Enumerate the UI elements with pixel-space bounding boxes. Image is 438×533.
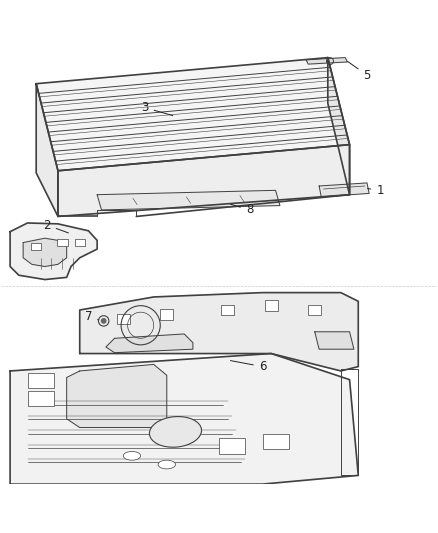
Bar (308, 305, 321, 315)
Bar (219, 439, 245, 454)
Polygon shape (97, 190, 280, 210)
Text: 8: 8 (230, 204, 253, 216)
Polygon shape (106, 334, 193, 353)
Bar (117, 313, 130, 324)
Text: 1: 1 (367, 184, 384, 197)
Text: 2: 2 (43, 219, 68, 233)
Polygon shape (80, 293, 358, 371)
Text: 3: 3 (141, 101, 173, 116)
Bar (221, 305, 234, 315)
Bar (265, 301, 278, 311)
Polygon shape (319, 183, 369, 197)
Text: 5: 5 (347, 61, 371, 82)
Polygon shape (315, 332, 354, 349)
Ellipse shape (149, 417, 201, 447)
Text: 6: 6 (230, 360, 266, 373)
Polygon shape (67, 365, 167, 427)
Polygon shape (23, 238, 67, 266)
Ellipse shape (123, 451, 141, 460)
Bar (28, 373, 53, 389)
Circle shape (102, 319, 106, 323)
Bar (160, 309, 173, 320)
Polygon shape (58, 144, 350, 216)
Bar (31, 244, 42, 251)
Bar (57, 239, 67, 246)
Bar (74, 239, 85, 246)
Polygon shape (10, 353, 358, 484)
Polygon shape (328, 58, 350, 195)
Bar (28, 391, 53, 406)
Bar (262, 434, 289, 449)
Polygon shape (36, 58, 350, 171)
Text: 7: 7 (85, 310, 99, 323)
Polygon shape (306, 58, 347, 64)
Polygon shape (36, 84, 58, 216)
Polygon shape (10, 223, 97, 279)
Ellipse shape (158, 460, 176, 469)
